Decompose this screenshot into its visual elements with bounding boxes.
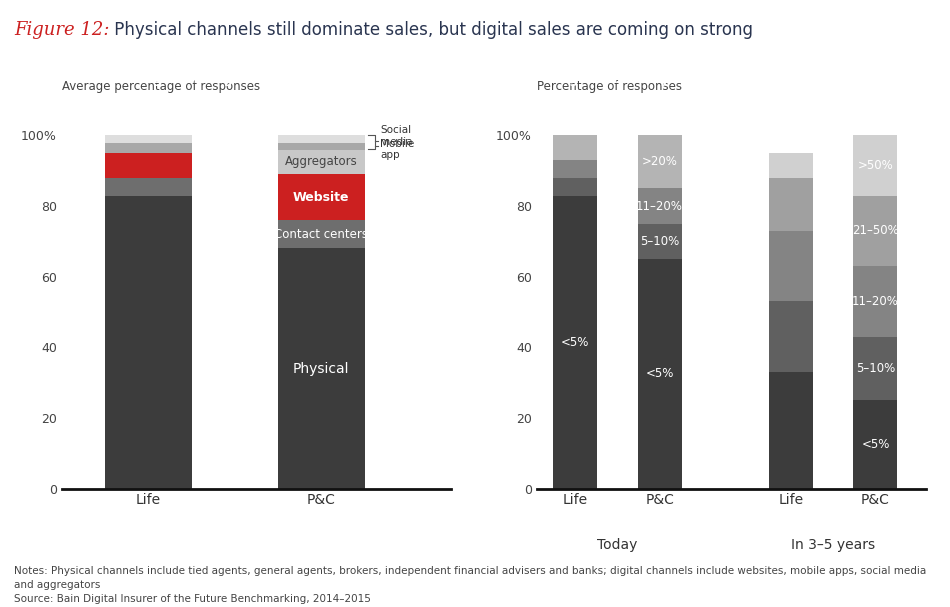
Text: Percentage of responses: Percentage of responses [537,80,682,93]
Bar [637,188,681,224]
Bar [278,248,365,489]
Bar [769,153,813,178]
Bar [853,195,898,266]
Text: Social
media: Social media [380,126,412,147]
Bar [105,153,192,178]
Text: <5%: <5% [862,438,889,451]
Bar [853,337,898,401]
Text: Physical: Physical [294,362,350,376]
Text: Figure 12:: Figure 12: [14,21,110,39]
Bar [769,372,813,489]
Bar [553,178,597,195]
Bar [105,135,192,143]
Text: <5%: <5% [560,336,589,348]
Text: Notes: Physical channels include tied agents, general agents, brokers, independe: Notes: Physical channels include tied ag… [14,566,926,604]
Text: 11–20%: 11–20% [636,200,683,212]
Text: Physical channels still dominate sales, but digital sales are coming on strong: Physical channels still dominate sales, … [109,21,753,39]
Text: >20%: >20% [641,155,677,169]
Text: Q: “What share of premiums do you
get through each channel?”: Q: “What share of premiums do you get th… [123,56,393,86]
Bar [637,224,681,259]
Text: >50%: >50% [858,159,893,172]
Text: Today: Today [597,538,637,552]
Bar [278,143,365,149]
Text: Aggregators: Aggregators [285,155,358,169]
Text: <5%: <5% [645,367,674,381]
Bar [278,149,365,174]
Bar [637,135,681,188]
Bar [637,259,681,489]
Text: Average percentage of responses: Average percentage of responses [62,80,260,93]
Text: 5–10%: 5–10% [640,235,679,248]
Text: 21–50%: 21–50% [852,225,899,237]
Text: Website: Website [294,191,350,204]
Text: In 3–5 years: In 3–5 years [791,538,875,552]
Bar [853,266,898,337]
Text: Contact centers: Contact centers [275,228,369,241]
Bar [553,135,597,160]
Bar [769,302,813,372]
Text: 11–20%: 11–20% [852,295,899,308]
Bar [105,143,192,153]
Bar [278,135,365,143]
Bar [553,160,597,178]
Bar [853,401,898,489]
Text: Q: “What share of new premiums is
generated by the digital business?”: Q: “What share of new premiums is genera… [569,56,837,86]
Bar [553,195,597,489]
Text: Mobile
app: Mobile app [380,139,414,160]
Bar [278,220,365,248]
Bar [853,135,898,195]
Bar [278,174,365,220]
Bar [105,178,192,195]
Bar [769,231,813,302]
Text: 5–10%: 5–10% [856,362,895,375]
Bar [105,195,192,489]
Bar [769,178,813,231]
